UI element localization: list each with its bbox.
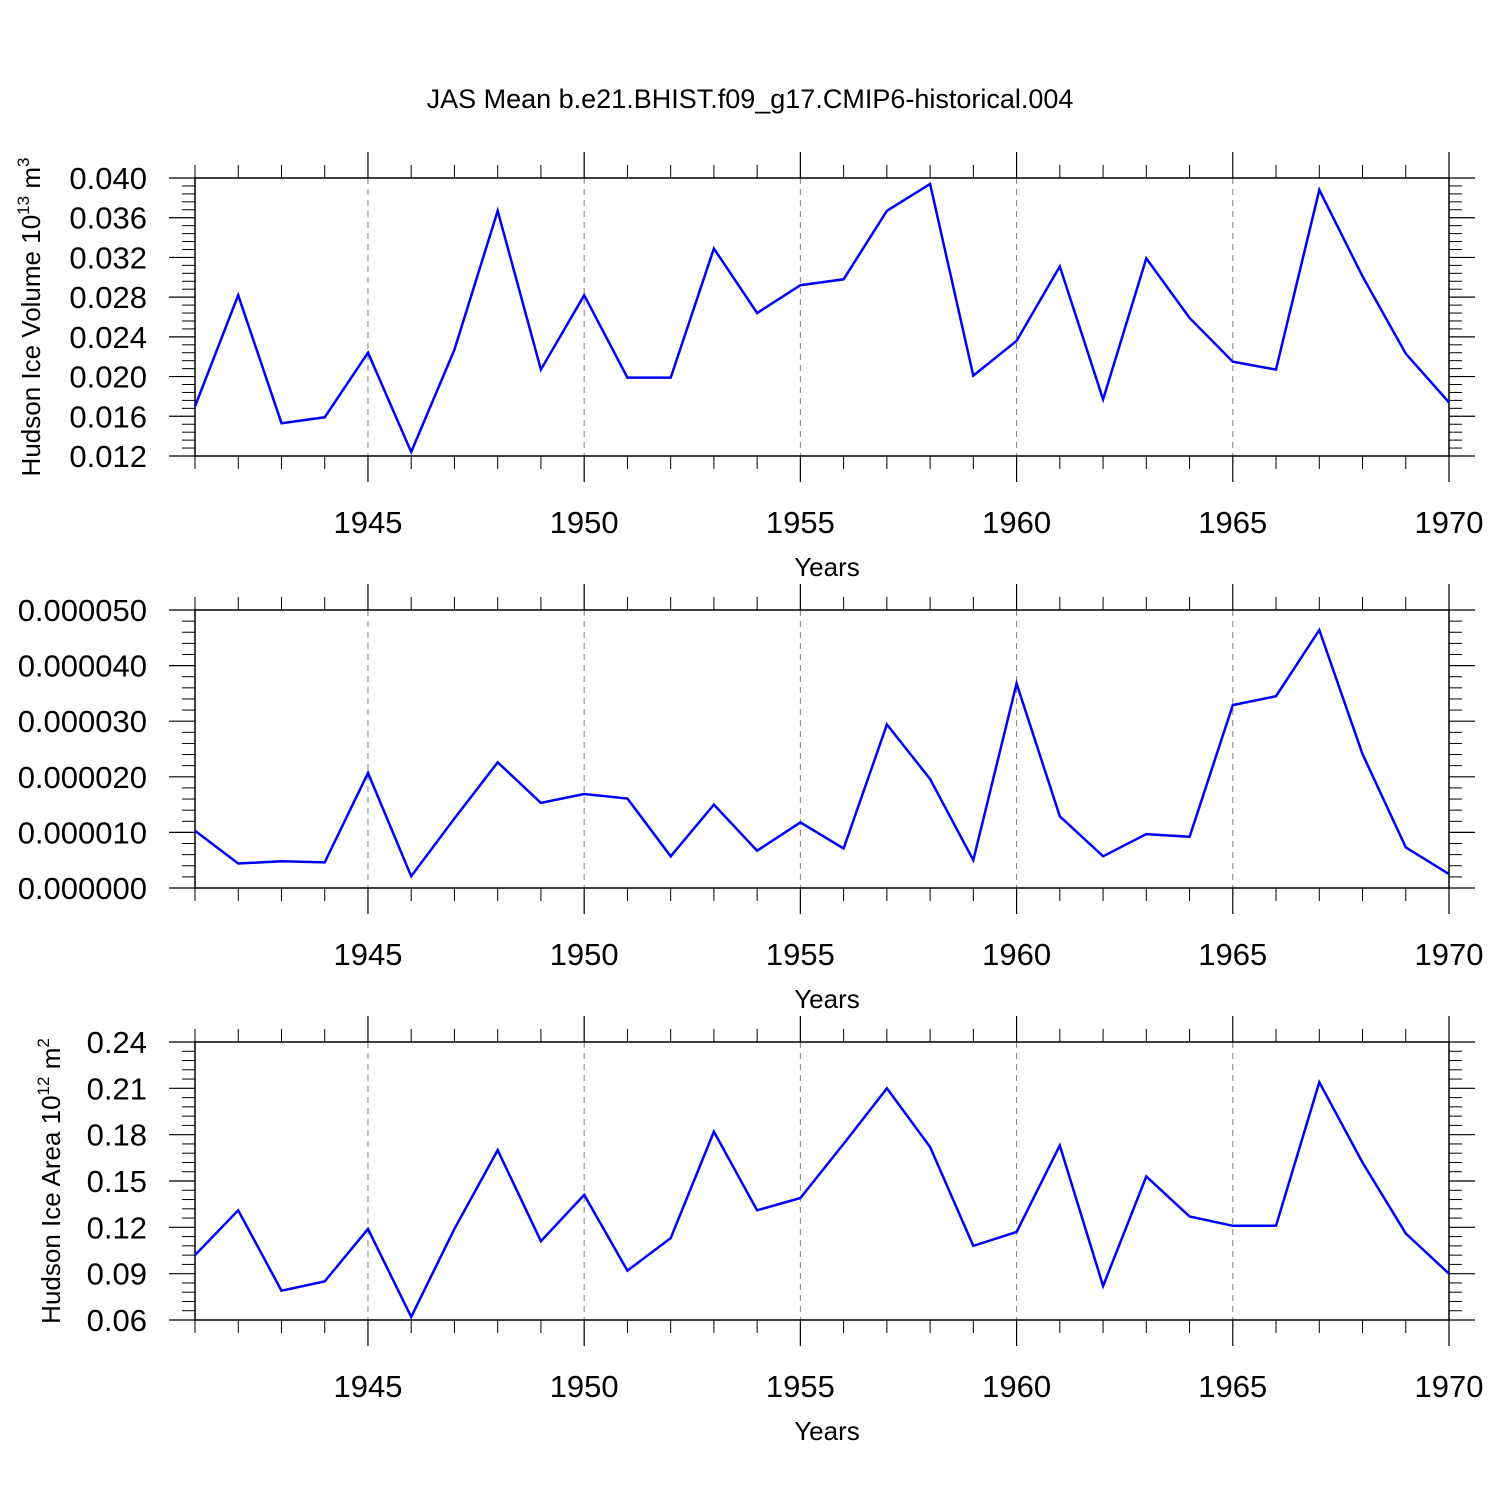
- y-axis-label-unit-exponent: 2: [34, 1038, 53, 1047]
- y-tick-label-0.000050: 0.000050: [18, 593, 147, 628]
- chart-title: JAS Mean b.e21.BHIST.f09_g17.CMIP6-histo…: [427, 84, 1074, 114]
- series-line-second-panel: [194, 627, 1450, 879]
- x-tick-label-1970: 1970: [1415, 505, 1484, 540]
- y-axis-label: Hudson Ice Volume 1013 m3: [14, 158, 46, 477]
- y-axis-label-main: Hudson Ice Area 10: [36, 1095, 66, 1323]
- x-axis-label: Years: [794, 552, 860, 582]
- y-tick-label-0.09: 0.09: [87, 1257, 147, 1292]
- x-tick-label-1960: 1960: [982, 1369, 1051, 1404]
- y-axis-label-unit: m: [16, 167, 46, 196]
- series-line-ice-area: [194, 1078, 1450, 1320]
- panel-ice-area: 1945 1950 1955 1960 1965 1970 0.06 0.09 0.12 0.15…: [34, 1016, 1483, 1446]
- plot-frame: [194, 177, 1450, 457]
- x-tick-label-1970: 1970: [1415, 937, 1484, 972]
- panel-second-panel: 1945 1950 1955 1960 1965 1970 0.000000 0.000010…: [18, 584, 1484, 1014]
- plot-frame: [194, 609, 1450, 889]
- panel-ice-volume: 1945 1950 1955 1960 1965 1970 0.012 0.016 0.020 0…: [14, 152, 1483, 582]
- y-tick-label-0.21: 0.21: [87, 1071, 147, 1106]
- x-tick-label-1945: 1945: [333, 505, 402, 540]
- y-tick-label-0.18: 0.18: [87, 1118, 147, 1153]
- y-tick-label-0.032: 0.032: [69, 240, 147, 275]
- y-tick-label-0.06: 0.06: [87, 1303, 147, 1338]
- x-tick-label-1945: 1945: [333, 1369, 402, 1404]
- y-axis-label: Hudson Ice Area 1012 m2: [34, 1038, 66, 1324]
- x-tick-label-1960: 1960: [982, 937, 1051, 972]
- y-tick-label-0.020: 0.020: [69, 360, 147, 395]
- x-tick-label-1965: 1965: [1198, 505, 1267, 540]
- y-tick-label-0.036: 0.036: [69, 201, 147, 236]
- y-tick-label-0.000030: 0.000030: [18, 704, 147, 739]
- y-axis-label-unit-exponent: 3: [14, 158, 33, 167]
- y-tick-label-0.000000: 0.000000: [18, 871, 147, 906]
- y-tick-label-0.15: 0.15: [87, 1164, 147, 1199]
- x-tick-label-1955: 1955: [766, 505, 835, 540]
- x-tick-label-1950: 1950: [550, 1369, 619, 1404]
- x-tick-label-1965: 1965: [1198, 937, 1267, 972]
- x-axis-label: Years: [794, 984, 860, 1014]
- y-tick-label-0.040: 0.040: [69, 161, 147, 196]
- x-tick-label-1965: 1965: [1198, 1369, 1267, 1404]
- y-axis-label-main: Hudson Ice Volume 10: [16, 215, 46, 477]
- y-axis-label-exponent: 13: [14, 196, 33, 215]
- x-tick-label-1960: 1960: [982, 505, 1051, 540]
- y-tick-label-0.012: 0.012: [69, 439, 147, 474]
- y-tick-label-0.24: 0.24: [87, 1025, 147, 1060]
- y-axis-label-exponent: 12: [34, 1077, 53, 1096]
- y-tick-label-0.000010: 0.000010: [18, 815, 147, 850]
- y-tick-label-0.12: 0.12: [87, 1210, 147, 1245]
- x-tick-label-1950: 1950: [550, 505, 619, 540]
- x-tick-label-1945: 1945: [333, 937, 402, 972]
- x-tick-label-1970: 1970: [1415, 1369, 1484, 1404]
- x-tick-label-1955: 1955: [766, 1369, 835, 1404]
- y-tick-label-0.000040: 0.000040: [18, 649, 147, 684]
- y-axis-label-unit: m: [36, 1048, 66, 1077]
- y-tick-label-0.024: 0.024: [69, 320, 147, 355]
- x-tick-label-1950: 1950: [550, 937, 619, 972]
- y-tick-label-0.028: 0.028: [69, 280, 147, 315]
- x-tick-label-1955: 1955: [766, 937, 835, 972]
- plot-frame: [194, 1041, 1450, 1321]
- y-tick-label-0.016: 0.016: [69, 399, 147, 434]
- series-line-ice-volume: [193, 182, 1450, 456]
- y-tick-label-0.000020: 0.000020: [18, 760, 147, 795]
- x-axis-label: Years: [794, 1416, 860, 1446]
